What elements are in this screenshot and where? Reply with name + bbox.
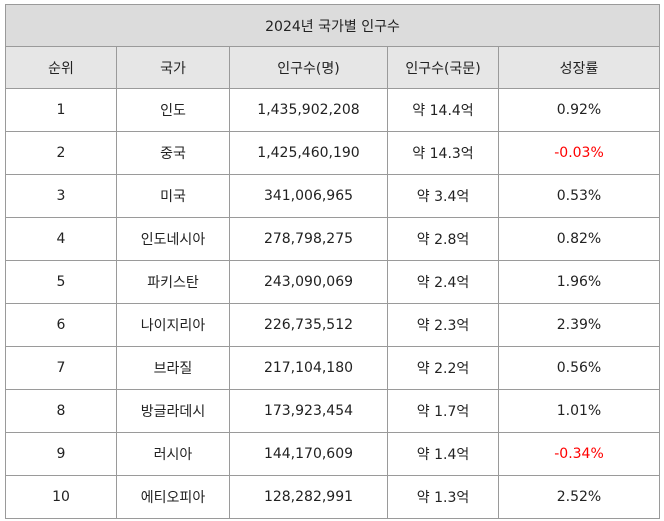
table-row: 5 파키스탄 243,090,069 약 2.4억 1.96% xyxy=(5,260,660,304)
cell-population-korean: 약 1.3억 xyxy=(387,475,499,519)
cell-rank: 5 xyxy=(5,260,117,304)
cell-rank: 1 xyxy=(5,88,117,132)
cell-growth-rate: 0.82% xyxy=(498,217,660,261)
cell-country: 미국 xyxy=(116,174,230,218)
cell-population-number: 173,923,454 xyxy=(229,389,388,433)
table-row: 2 중국 1,425,460,190 약 14.3억 -0.03% xyxy=(5,131,660,175)
cell-population-korean: 약 14.4억 xyxy=(387,88,499,132)
cell-growth-rate: 0.56% xyxy=(498,346,660,390)
cell-country: 러시아 xyxy=(116,432,230,476)
table-row: 1 인도 1,435,902,208 약 14.4억 0.92% xyxy=(5,88,660,132)
cell-growth-rate: 0.53% xyxy=(498,174,660,218)
cell-population-number: 144,170,609 xyxy=(229,432,388,476)
cell-population-number: 1,425,460,190 xyxy=(229,131,388,175)
cell-country: 인도 xyxy=(116,88,230,132)
cell-population-number: 278,798,275 xyxy=(229,217,388,261)
table-row: 10 에티오피아 128,282,991 약 1.3억 2.52% xyxy=(5,475,660,519)
cell-rank: 10 xyxy=(5,475,117,519)
cell-population-korean: 약 2.3억 xyxy=(387,303,499,347)
cell-country: 브라질 xyxy=(116,346,230,390)
table-row: 8 방글라데시 173,923,454 약 1.7억 1.01% xyxy=(5,389,660,433)
table-title-row: 2024년 국가별 인구수 xyxy=(5,4,660,47)
cell-population-korean: 약 1.7억 xyxy=(387,389,499,433)
cell-rank: 6 xyxy=(5,303,117,347)
cell-growth-rate: 0.92% xyxy=(498,88,660,132)
table-row: 6 나이지리아 226,735,512 약 2.3억 2.39% xyxy=(5,303,660,347)
cell-rank: 2 xyxy=(5,131,117,175)
cell-population-korean: 약 3.4억 xyxy=(387,174,499,218)
cell-growth-rate: 2.52% xyxy=(498,475,660,519)
cell-country: 방글라데시 xyxy=(116,389,230,433)
cell-population-number: 217,104,180 xyxy=(229,346,388,390)
header-population-number: 인구수(명) xyxy=(229,46,388,89)
cell-country: 인도네시아 xyxy=(116,217,230,261)
cell-population-korean: 약 2.4억 xyxy=(387,260,499,304)
table-row: 7 브라질 217,104,180 약 2.2억 0.56% xyxy=(5,346,660,390)
header-rank: 순위 xyxy=(5,46,117,89)
cell-growth-rate: -0.03% xyxy=(498,131,660,175)
cell-country: 에티오피아 xyxy=(116,475,230,519)
table-row: 9 러시아 144,170,609 약 1.4억 -0.34% xyxy=(5,432,660,476)
table-row: 3 미국 341,006,965 약 3.4억 0.53% xyxy=(5,174,660,218)
table-title: 2024년 국가별 인구수 xyxy=(5,4,660,47)
cell-growth-rate: -0.34% xyxy=(498,432,660,476)
cell-population-korean: 약 14.3억 xyxy=(387,131,499,175)
cell-rank: 4 xyxy=(5,217,117,261)
header-population-korean: 인구수(국문) xyxy=(387,46,499,89)
population-table-container: 2024년 국가별 인구수 순위 국가 인구수(명) 인구수(국문) 성장률 1… xyxy=(5,4,660,519)
cell-population-number: 128,282,991 xyxy=(229,475,388,519)
header-country: 국가 xyxy=(116,46,230,89)
table-header-row: 순위 국가 인구수(명) 인구수(국문) 성장률 xyxy=(5,46,660,89)
cell-country: 중국 xyxy=(116,131,230,175)
cell-rank: 3 xyxy=(5,174,117,218)
cell-population-korean: 약 2.8억 xyxy=(387,217,499,261)
population-table: 2024년 국가별 인구수 순위 국가 인구수(명) 인구수(국문) 성장률 1… xyxy=(5,4,660,519)
cell-population-korean: 약 1.4억 xyxy=(387,432,499,476)
cell-growth-rate: 1.01% xyxy=(498,389,660,433)
cell-rank: 8 xyxy=(5,389,117,433)
cell-country: 나이지리아 xyxy=(116,303,230,347)
cell-population-number: 243,090,069 xyxy=(229,260,388,304)
cell-country: 파키스탄 xyxy=(116,260,230,304)
cell-growth-rate: 2.39% xyxy=(498,303,660,347)
cell-rank: 9 xyxy=(5,432,117,476)
table-row: 4 인도네시아 278,798,275 약 2.8억 0.82% xyxy=(5,217,660,261)
cell-population-number: 1,435,902,208 xyxy=(229,88,388,132)
cell-growth-rate: 1.96% xyxy=(498,260,660,304)
cell-population-number: 341,006,965 xyxy=(229,174,388,218)
header-growth-rate: 성장률 xyxy=(498,46,660,89)
cell-rank: 7 xyxy=(5,346,117,390)
cell-population-korean: 약 2.2억 xyxy=(387,346,499,390)
cell-population-number: 226,735,512 xyxy=(229,303,388,347)
